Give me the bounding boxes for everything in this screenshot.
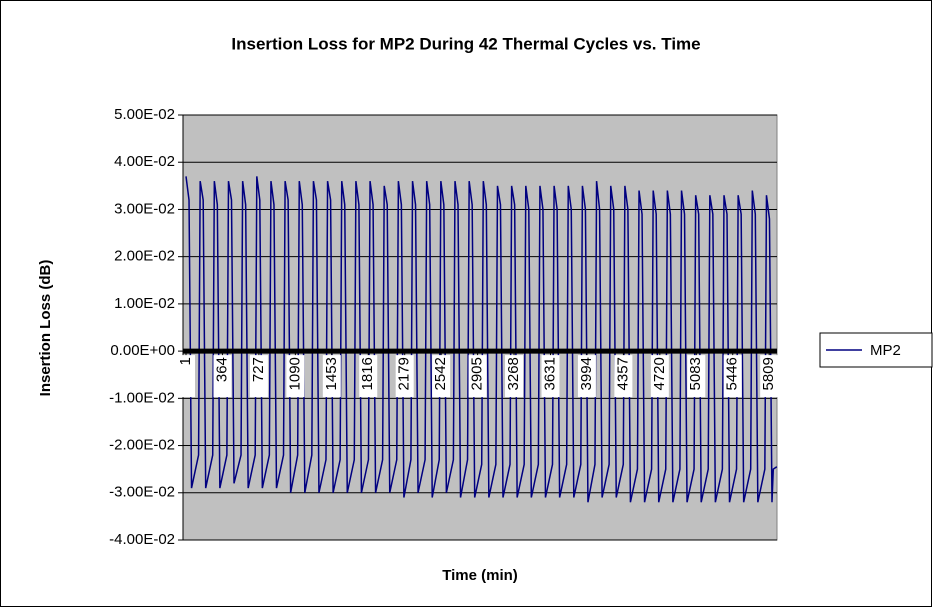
x-tick-label-group: 2542 bbox=[432, 355, 451, 398]
x-tick-label-bg bbox=[213, 355, 232, 398]
x-tick-label-bg bbox=[249, 355, 268, 398]
x-tick-label-group: 1 bbox=[177, 355, 196, 398]
series-line bbox=[185, 176, 778, 503]
y-tick-label: -1.00E-02 bbox=[109, 389, 175, 406]
x-tick-label: 3268 bbox=[505, 357, 522, 390]
x-tick-label: 5083 bbox=[687, 357, 704, 390]
x-tick-label-bg bbox=[541, 355, 560, 398]
x-tick-label: 1 bbox=[177, 357, 194, 365]
x-tick-label-group: 4357 bbox=[614, 355, 633, 398]
x-tick-label-bg bbox=[395, 355, 414, 398]
x-tick-label-group: 2905 bbox=[468, 355, 487, 398]
x-tick-label-group: 364 bbox=[213, 355, 232, 398]
x-tick-label-group: 3631 bbox=[541, 355, 560, 398]
x-tick-label: 3994 bbox=[578, 357, 595, 390]
x-tick-label: 5446 bbox=[724, 357, 741, 390]
x-tick-label-group: 727 bbox=[249, 355, 268, 398]
y-tick-label: -2.00E-02 bbox=[109, 437, 175, 454]
x-tick-label-group: 1816 bbox=[359, 355, 378, 398]
x-tick-label: 2179 bbox=[396, 357, 413, 390]
x-tick-label: 1090 bbox=[286, 357, 303, 390]
x-tick-label-group: 3994 bbox=[577, 355, 596, 398]
x-tick-label-bg bbox=[577, 355, 596, 398]
x-tick-label-group: 5809 bbox=[760, 355, 779, 398]
x-tick-label-bg bbox=[614, 355, 633, 398]
y-tick-label: -3.00E-02 bbox=[109, 484, 175, 501]
x-tick-label-bg bbox=[760, 355, 779, 398]
y-tick-label: 0.00E+00 bbox=[110, 342, 175, 359]
y-tick-label: 5.00E-02 bbox=[114, 106, 175, 123]
x-tick-label-group: 1453 bbox=[322, 355, 341, 398]
x-tick-label: 2542 bbox=[432, 357, 449, 390]
x-tick-label: 3631 bbox=[541, 357, 558, 390]
y-axis-title: Insertion Loss (dB) bbox=[37, 260, 54, 397]
x-tick-label: 364 bbox=[213, 357, 230, 382]
x-tick-label: 2905 bbox=[469, 357, 486, 390]
x-tick-label: 4720 bbox=[651, 357, 668, 390]
x-tick-label: 1816 bbox=[359, 357, 376, 390]
x-tick-label-group: 3268 bbox=[505, 355, 524, 398]
x-tick-label-group: 5446 bbox=[723, 355, 742, 398]
x-tick-label: 4357 bbox=[614, 357, 631, 390]
legend-label: MP2 bbox=[870, 342, 901, 359]
x-tick-label-bg bbox=[687, 355, 706, 398]
y-tick-label: -4.00E-02 bbox=[109, 531, 175, 548]
y-tick-label: 1.00E-02 bbox=[114, 295, 175, 312]
x-tick-label-group: 1090 bbox=[286, 355, 305, 398]
x-tick-label-bg bbox=[723, 355, 742, 398]
y-tick-label: 3.00E-02 bbox=[114, 200, 175, 217]
x-tick-label-bg bbox=[322, 355, 341, 398]
x-tick-label-bg bbox=[177, 355, 196, 398]
x-tick-label: 1453 bbox=[323, 357, 340, 390]
x-tick-label-bg bbox=[505, 355, 524, 398]
plot-area bbox=[182, 114, 778, 541]
x-tick-label: 727 bbox=[250, 357, 267, 382]
x-tick-label-bg bbox=[650, 355, 669, 398]
x-tick-label-bg bbox=[359, 355, 378, 398]
chart-title: Insertion Loss for MP2 During 42 Thermal… bbox=[231, 34, 700, 53]
x-tick-label-group: 5083 bbox=[687, 355, 706, 398]
x-tick-label-group: 4720 bbox=[650, 355, 669, 398]
x-tick-label-bg bbox=[286, 355, 305, 398]
x-tick-label-bg bbox=[468, 355, 487, 398]
x-tick-label-bg bbox=[432, 355, 451, 398]
x-tick-label-group: 2179 bbox=[395, 355, 414, 398]
x-tick-label: 5809 bbox=[760, 357, 777, 390]
x-axis-title: Time (min) bbox=[442, 567, 518, 584]
y-tick-label: 4.00E-02 bbox=[114, 153, 175, 170]
y-tick-label: 2.00E-02 bbox=[114, 248, 175, 265]
